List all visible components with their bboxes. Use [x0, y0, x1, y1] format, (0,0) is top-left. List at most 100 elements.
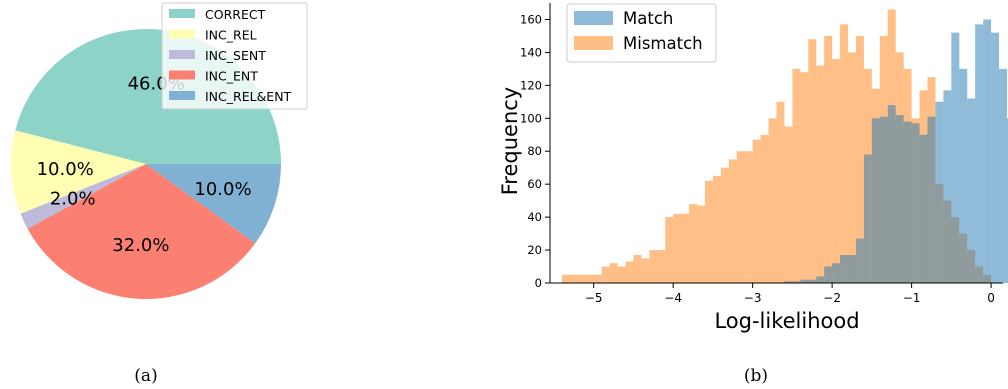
mismatch-bar — [665, 217, 674, 283]
match-bar — [808, 279, 817, 283]
pie-legend-label-inc-rel: INC_REL — [205, 28, 257, 43]
mismatch-bar — [561, 274, 570, 283]
y-tick-label: 40 — [527, 210, 542, 224]
mismatch-bar — [784, 126, 793, 283]
histogram-axes — [549, 3, 1003, 284]
y-tick-label: 140 — [520, 45, 542, 59]
mismatch-bar — [593, 274, 602, 283]
mismatch-bar — [712, 175, 721, 283]
match-bar — [935, 101, 944, 283]
y-tick-label: 80 — [527, 144, 542, 158]
match-bar — [1006, 118, 1008, 283]
mismatch-bar — [728, 159, 737, 283]
mismatch-bar — [689, 203, 698, 283]
y-tick-label: 120 — [520, 78, 542, 92]
match-bar — [991, 32, 1000, 284]
pie-legend-label-correct: CORRECT — [205, 7, 266, 22]
mismatch-bar — [649, 250, 658, 283]
mismatch-bar — [776, 101, 785, 283]
mismatch-bar — [601, 266, 610, 283]
mismatch-bar — [704, 180, 713, 283]
y-tick-label: 0 — [535, 276, 542, 290]
match-bar — [895, 115, 904, 283]
match-bar — [983, 19, 992, 283]
pie-legend-swatch-inc-ent — [169, 70, 195, 80]
match-bar — [919, 134, 928, 283]
match-bar — [911, 123, 920, 284]
y-axis-label: Frequency — [498, 87, 522, 196]
match-bar — [848, 255, 856, 283]
match-bar — [784, 281, 793, 283]
x-axis-label: Log-likelihood — [714, 309, 859, 333]
mismatch-bar — [585, 274, 594, 283]
mismatch-bar — [855, 35, 864, 283]
match-bar — [967, 98, 976, 283]
pie-slice-label-inc-rel-ent: 10.0% — [194, 179, 251, 200]
match-bar — [816, 276, 825, 283]
mismatch-bar — [673, 213, 682, 283]
pie-slice-label-inc-rel: 10.0% — [37, 159, 94, 180]
pie-legend-label-inc-ent: INC_ENT — [205, 69, 258, 84]
match-bar — [999, 68, 1007, 283]
y-tick-label: 160 — [520, 12, 542, 26]
match-bar — [832, 263, 841, 283]
pie-legend-items: CORRECT INC_REL INC_SENT INC_ENT INC_REL&ENT — [169, 7, 292, 104]
mismatch-bar — [625, 261, 634, 283]
pie-legend-swatch-correct — [169, 9, 195, 18]
pie-slice-inc-sent — [20, 164, 147, 230]
histogram-chart: 0 20 40 60 80 100 120 140 160 −5 −4 −3 −2 −1 0 Log-li… — [498, 3, 1008, 386]
match-bar — [792, 281, 801, 283]
mismatch-bar — [792, 68, 801, 283]
histogram-legend-label-match: Match — [623, 9, 673, 28]
pie-slice-inc-ent — [27, 164, 256, 300]
match-bar — [943, 90, 952, 283]
mismatch-bar — [760, 134, 769, 283]
histogram-legend-swatch-match — [574, 11, 613, 25]
mismatch-bar — [848, 52, 856, 283]
pie-chart: 46.0%10.0%2.0%32.0%10.0% CORRECTINC_RELI… — [10, 2, 308, 386]
y-tick-label: 20 — [527, 243, 542, 257]
mismatch-bar — [641, 258, 650, 283]
mismatch-bar — [808, 39, 817, 283]
x-tick-label: −5 — [585, 291, 603, 305]
match-bar — [840, 255, 849, 283]
match-bar — [879, 116, 888, 284]
histogram-legend-label-mismatch: Mismatch — [623, 34, 703, 53]
mismatch-bar — [617, 266, 626, 283]
mismatch-bar — [657, 250, 666, 283]
mismatch-bar — [824, 35, 833, 283]
pie-caption: (a) — [134, 366, 157, 386]
x-ticks: −5 −4 −3 −2 −1 0 — [585, 283, 995, 305]
x-tick-label: −3 — [744, 291, 762, 305]
pie-slice-label-inc-ent: 32.0% — [112, 235, 169, 256]
mismatch-bar — [832, 59, 841, 283]
match-bar — [951, 32, 960, 284]
mismatch-bar — [681, 213, 690, 283]
mismatch-bar — [744, 151, 753, 283]
mismatch-bar — [816, 65, 825, 283]
x-tick-label: −2 — [823, 291, 841, 305]
x-tick-label: 0 — [987, 291, 995, 305]
histogram-legend-items: Match Mismatch — [574, 9, 703, 53]
histogram-legend-swatch-mismatch — [574, 36, 613, 50]
pie-legend-swatch-inc-sent — [169, 50, 195, 59]
mismatch-bar — [569, 274, 578, 283]
histogram-caption: (b) — [744, 366, 768, 386]
mismatch-bar — [720, 167, 729, 283]
x-tick-label: −1 — [903, 291, 921, 305]
pie-legend-swatch-inc-rel-ent — [169, 91, 195, 100]
x-tick-label: −4 — [664, 291, 682, 305]
pie-legend-label-inc-rel-ent: INC_REL&ENT — [205, 89, 292, 104]
match-bar — [871, 118, 880, 283]
match-bar — [855, 238, 864, 283]
mismatch-bar — [840, 24, 849, 283]
match-bar — [959, 68, 968, 283]
match-bar — [903, 121, 912, 283]
mismatch-bar — [609, 263, 618, 283]
match-bar — [800, 279, 809, 283]
histogram-legend: Match Mismatch — [566, 3, 717, 63]
match-bar — [824, 266, 833, 283]
mismatch-bar — [697, 205, 705, 283]
match-bar — [863, 154, 872, 283]
